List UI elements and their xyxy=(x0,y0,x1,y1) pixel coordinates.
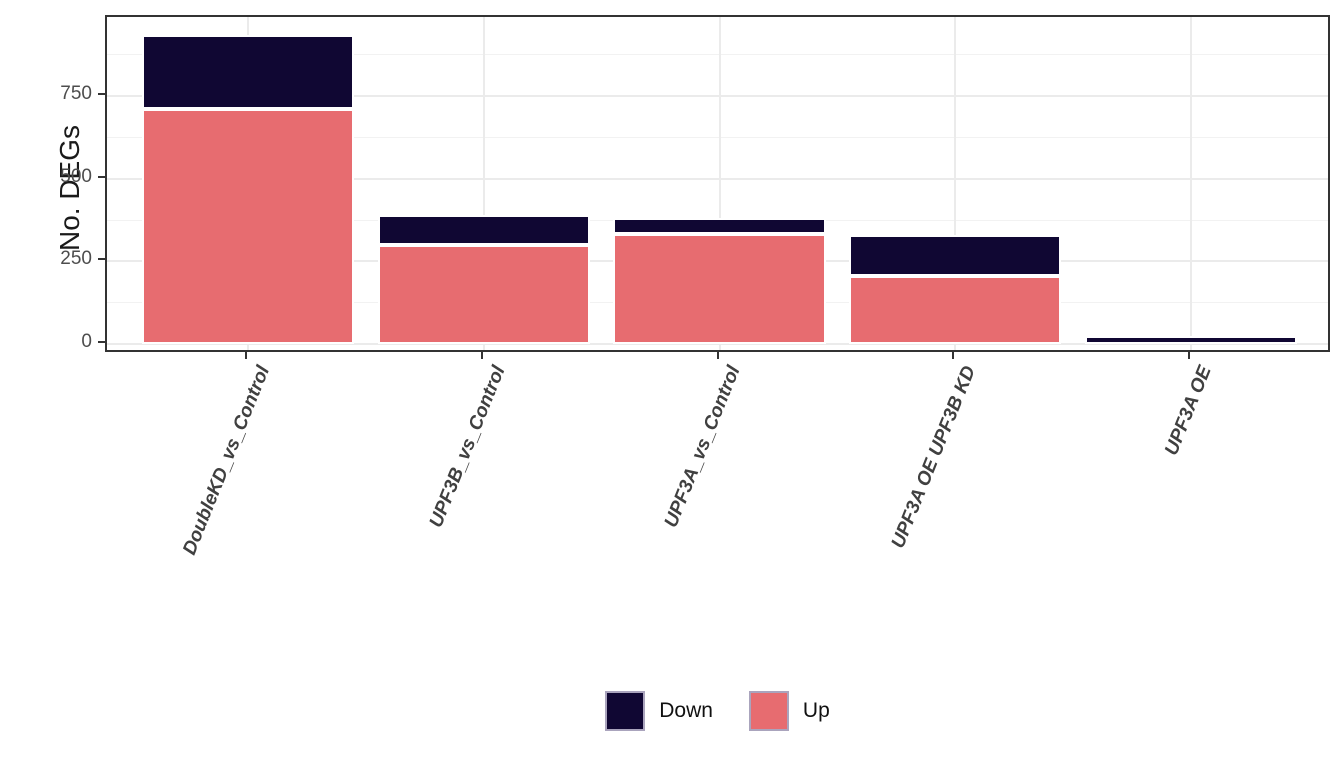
x-tick-label: UPF3B_vs_Control xyxy=(425,363,510,531)
legend: Down Up xyxy=(105,691,1330,731)
gridline-vertical xyxy=(718,17,721,350)
x-tick-label: DoubleKD_vs_Control xyxy=(178,363,274,558)
legend-entry-up: Up xyxy=(748,691,830,731)
legend-entry-down: Down xyxy=(605,691,713,731)
x-tick-label: UPF3A OE UPF3B KD xyxy=(888,363,981,552)
gridline-minor xyxy=(107,137,1328,139)
x-tick-mark xyxy=(480,352,483,359)
gridline-vertical xyxy=(954,17,957,350)
x-tick-mark xyxy=(245,352,248,359)
x-tick-label: UPF3A_vs_Control xyxy=(661,363,745,531)
gridline-vertical xyxy=(1189,17,1192,350)
legend-key-down-swatch xyxy=(605,691,646,731)
bar-segment-down xyxy=(849,235,1062,276)
y-tick-label: 250 xyxy=(60,248,92,270)
bar-segment-up xyxy=(849,276,1062,345)
gridline-major xyxy=(107,95,1328,98)
y-tick-label: 750 xyxy=(60,83,92,105)
x-tick-label: UPF3A OE xyxy=(1161,363,1217,459)
y-tick-mark xyxy=(98,93,105,96)
bar-segment-up xyxy=(377,244,590,345)
bar-segment-down xyxy=(613,217,826,235)
bar-segment-down xyxy=(142,34,355,109)
gridline-minor xyxy=(107,54,1328,56)
legend-label: Up xyxy=(802,699,830,722)
y-tick-mark xyxy=(98,175,105,178)
gridline-vertical xyxy=(482,17,485,350)
bar-segment-up xyxy=(142,108,355,345)
bar-segment-down xyxy=(377,215,590,245)
bar-segment-up xyxy=(613,234,826,345)
y-tick-mark xyxy=(98,341,105,344)
legend-key-up-swatch xyxy=(748,691,789,731)
y-tick-label: 0 xyxy=(81,331,92,353)
gridline-major xyxy=(107,343,1328,346)
y-tick-mark xyxy=(98,258,105,261)
legend-label: Down xyxy=(659,699,713,722)
bar-segment-down xyxy=(1084,335,1297,345)
plot-panel xyxy=(105,15,1330,352)
y-tick-label: 500 xyxy=(60,165,92,187)
gridline-major xyxy=(107,177,1328,180)
x-tick-mark xyxy=(1187,352,1190,359)
x-tick-mark xyxy=(716,352,719,359)
x-tick-mark xyxy=(952,352,955,359)
